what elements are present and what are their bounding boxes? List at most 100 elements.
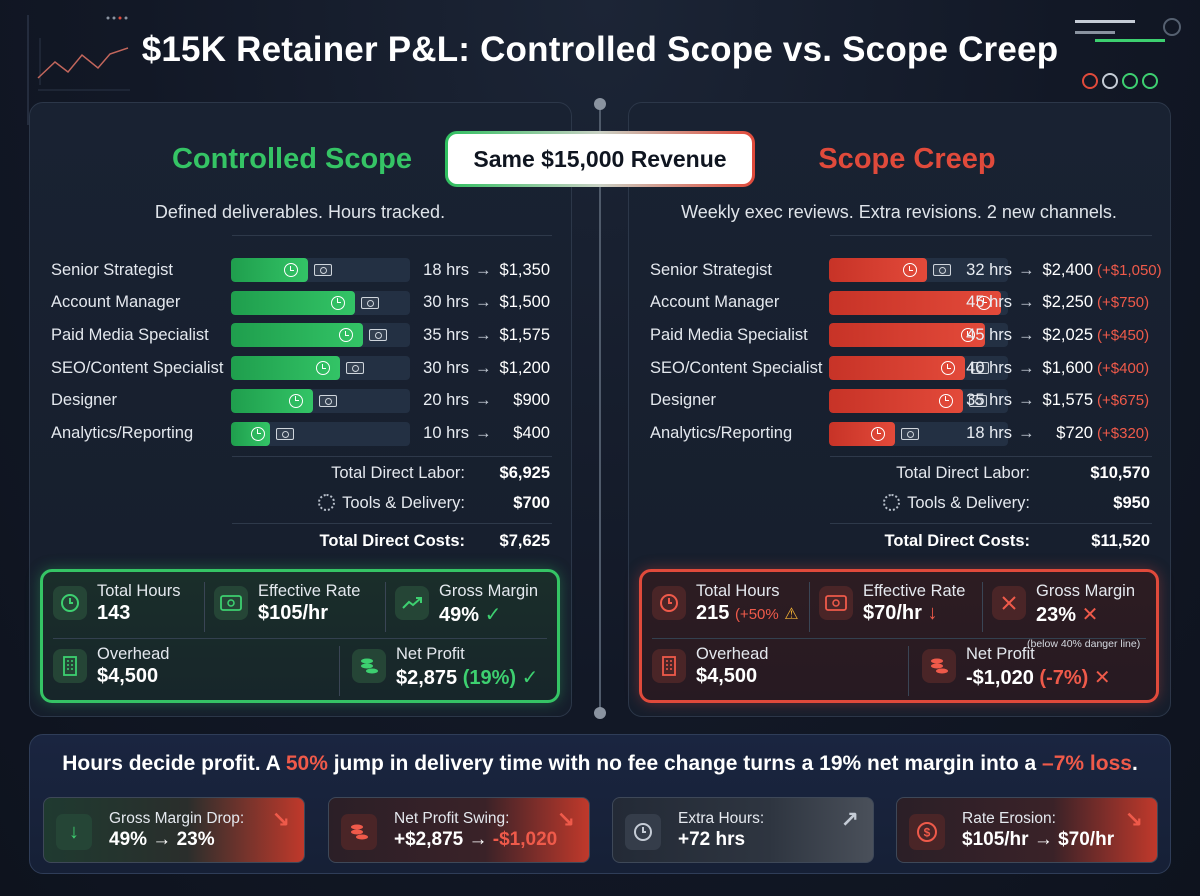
kpi-separator — [204, 582, 205, 632]
right-labor-label: Total Direct Labor: — [896, 464, 1030, 482]
coins-icon — [352, 649, 386, 683]
right-tools-value: $950 — [1113, 494, 1150, 512]
money-bill-icon — [369, 329, 387, 342]
trend-up-icon — [395, 586, 429, 620]
total-hours-value: 215 — [696, 602, 730, 624]
net-profit-pct: (19%) — [462, 667, 517, 689]
role-label: Senior Strategist — [51, 260, 173, 279]
kpi-separator — [652, 638, 1146, 639]
effective-rate-value: $70/hr — [863, 602, 922, 624]
labor-row: Paid Media Specialist 45 hrs → $2,025 (+$450… — [650, 323, 1190, 348]
kpi-separator — [982, 582, 983, 632]
hours-bar — [231, 356, 410, 381]
labor-row: Designer 20 hrs → $900 — [51, 388, 591, 413]
danger-line-note: (below 40% danger line) — [1027, 638, 1141, 650]
clock-icon — [903, 263, 917, 277]
labor-row: Analytics/Reporting 10 hrs → $400 — [51, 421, 591, 446]
role-label: Account Manager — [51, 293, 181, 312]
role-label: Analytics/Reporting — [51, 424, 194, 442]
cost-value: $2,400 — [1042, 260, 1093, 279]
clock-icon — [53, 586, 87, 620]
clock-icon — [941, 361, 955, 376]
role-label: Senior Strategist — [650, 260, 772, 279]
hours-value: 10 hrs — [423, 424, 469, 442]
cost-delta: (+$400) — [1097, 359, 1150, 377]
clock-icon — [316, 361, 330, 376]
clock-icon — [331, 295, 345, 310]
hours-bar-fill — [829, 323, 985, 348]
left-tools-row: Tools & Delivery: — [250, 494, 465, 513]
right-labor-value: $10,570 — [1090, 464, 1150, 482]
center-divider — [599, 104, 601, 712]
cost-value: $400 — [513, 424, 550, 442]
hours-value: 45 hrs — [966, 293, 1012, 312]
kpi-separator — [809, 582, 810, 632]
labor-row: Account Manager 45 hrs → $2,250 (+$750) — [650, 290, 1190, 315]
arrow-down-icon: ↓ — [56, 814, 92, 850]
gross-margin-value: 49% — [439, 604, 480, 626]
net-profit-pct: (-7%) — [1039, 667, 1089, 689]
money-bill-icon — [276, 427, 294, 440]
clock-icon — [652, 586, 686, 620]
hours-bar — [829, 258, 1008, 282]
same-revenue-badge: Same $15,000 Revenue — [445, 131, 755, 187]
role-label: SEO/Content Specialist — [650, 358, 823, 377]
labor-row: Analytics/Reporting 18 hrs → $720 (+$320) — [650, 421, 1190, 446]
coins-icon — [341, 814, 377, 850]
kpi-separator — [385, 582, 386, 632]
role-label: Analytics/Reporting — [650, 424, 793, 442]
clock-icon — [939, 393, 953, 408]
money-bill-icon — [346, 362, 364, 375]
labor-row: Account Manager 30 hrs → $1,500 — [51, 290, 591, 315]
cost-value: $2,025 — [1042, 325, 1093, 344]
left-subtitle-rule — [232, 235, 552, 236]
hours-bar — [829, 323, 1008, 348]
arrow-right-icon: → — [1018, 293, 1035, 312]
arrow-right-icon: → — [475, 260, 492, 279]
left-labor-value: $6,925 — [499, 464, 550, 482]
money-bill-icon — [314, 264, 332, 276]
x-mark-icon: ✕ — [1081, 604, 1099, 626]
kpi-separator — [53, 638, 547, 639]
hours-bar-fill — [829, 290, 1001, 315]
cost-delta: (+$450) — [1097, 326, 1150, 344]
card-rate-erosion: $ Rate Erosion: $105/hr → $70/hr ↘ — [896, 797, 1158, 863]
hours-value: 30 hrs — [423, 358, 469, 377]
arrow-right-icon: → — [1018, 260, 1035, 279]
net-profit-value: $2,875 — [396, 667, 458, 689]
left-tools-label: Tools & Delivery: — [342, 494, 465, 512]
hours-bar — [829, 388, 1008, 413]
right-costs-value: $11,520 — [1091, 532, 1150, 550]
cost-delta: (+$675) — [1097, 392, 1150, 410]
money-bill-icon — [933, 264, 951, 276]
hours-value: 35 hrs — [966, 391, 1012, 410]
labor-row: SEO/Content Specialist 40 hrs → $1,600 (+$40… — [650, 356, 1190, 381]
check-icon: ✓ — [521, 667, 539, 689]
right-tools-row: Tools & Delivery: — [815, 494, 1030, 513]
clock-icon — [871, 426, 885, 441]
creep-kpi-box: Total Hours 215 (+50% ⚠ Effective Rate $… — [639, 569, 1159, 703]
building-icon — [53, 649, 87, 683]
money-bill-icon — [901, 427, 919, 440]
divider-bottom-dot — [594, 707, 606, 719]
role-label: Designer — [51, 391, 118, 410]
controlled-scope-subtitle: Defined deliverables. Hours tracked. — [154, 202, 446, 222]
arrow-right-icon: → — [1018, 358, 1035, 377]
cost-value: $1,350 — [499, 260, 550, 279]
x-mark-icon — [992, 586, 1026, 620]
role-label: Paid Media Specialist — [51, 325, 209, 344]
money-bill-icon — [819, 586, 853, 620]
right-tools-label: Tools & Delivery: — [907, 494, 1030, 512]
arrow-right-icon: → — [475, 325, 492, 344]
svg-text:$: $ — [924, 826, 931, 840]
hours-bar — [231, 258, 410, 282]
coins-icon — [922, 649, 956, 683]
hours-value: 20 hrs — [423, 391, 469, 410]
arrow-right-icon: → — [475, 293, 492, 312]
hours-value: 45 hrs — [966, 325, 1012, 344]
left-costs-label: Total Direct Costs: — [319, 532, 465, 550]
controlled-kpi-box: Total Hours 143 Effective Rate $105/hr G… — [40, 569, 560, 703]
kpi-separator — [908, 646, 909, 696]
building-icon — [652, 649, 686, 683]
role-label: Paid Media Specialist — [650, 325, 808, 344]
